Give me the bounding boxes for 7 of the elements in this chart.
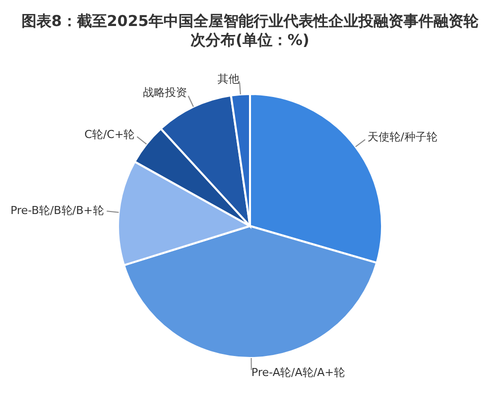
slice-label: 天使轮/种子轮	[368, 130, 438, 144]
slice-label: Pre-B轮/B轮/B+轮	[10, 204, 104, 217]
slice-label: Pre-A轮/A轮/A+轮	[251, 366, 345, 379]
slice-label: 战略投资	[142, 86, 187, 100]
chart-title: 图表8：截至2025年中国全屋智能行业代表性企业投融资事件融资轮次分布(单位：%)	[21, 12, 480, 49]
slice-label: C轮/C+轮	[84, 128, 135, 141]
slice-label: 其他	[217, 72, 240, 86]
